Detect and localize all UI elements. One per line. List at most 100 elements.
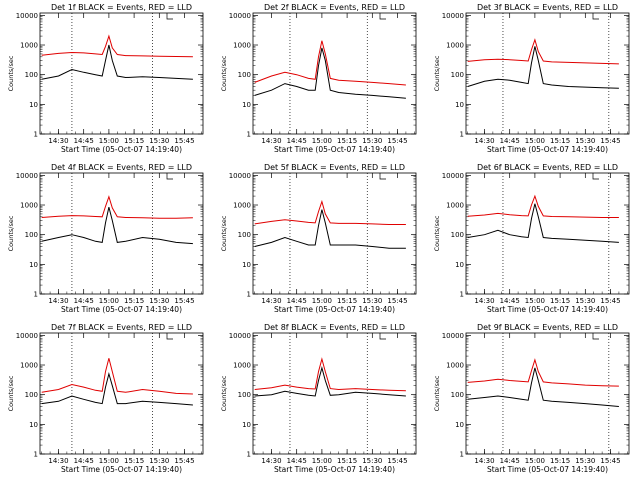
x-axis-label: Start Time (05-Oct-07 14:19:40) (487, 305, 608, 314)
y-tick-label: 100 (451, 231, 464, 239)
series-line (467, 358, 619, 387)
x-tick-label: 15:45 (387, 297, 407, 305)
y-tick-label: 10 (455, 261, 464, 269)
chart-title: Det 3f BLACK = Events, RED = LLD (477, 3, 618, 12)
y-tick-label: 10000 (442, 172, 464, 180)
series-line (41, 206, 193, 245)
x-tick-label: 14:30 (48, 137, 68, 145)
y-tick-label: 1000 (233, 362, 251, 370)
x-tick-label: 15:00 (99, 137, 119, 145)
y-tick-label: 1 (460, 131, 464, 139)
x-tick-label: 14:45 (287, 457, 307, 465)
y-tick-label: 10 (29, 101, 38, 109)
x-tick-label: 15:00 (312, 297, 332, 305)
x-tick-label: 15:00 (525, 297, 545, 305)
y-tick-label: 100 (238, 231, 251, 239)
y-axis-label: Counts/sec (220, 55, 228, 91)
chart-panel: Det 8f BLACK = Events, RED = LLD Counts/s… (220, 323, 417, 474)
y-tick-label: 100 (238, 71, 251, 79)
x-axis-label: Start Time (05-Oct-07 14:19:40) (274, 465, 395, 474)
x-tick-label: 15:15 (337, 457, 357, 465)
x-axis-label: Start Time (05-Oct-07 14:19:40) (274, 305, 395, 314)
y-tick-label: 100 (25, 231, 38, 239)
y-tick-label: 1 (247, 451, 251, 459)
y-tick-label: 1000 (20, 362, 38, 370)
y-tick-label: 1 (34, 131, 38, 139)
corner-marker (592, 173, 599, 180)
corner-marker (592, 13, 599, 20)
y-tick-label: 1000 (20, 202, 38, 210)
x-tick-label: 14:30 (261, 297, 281, 305)
x-tick-label: 15:30 (149, 137, 169, 145)
corner-marker (379, 13, 386, 20)
chart-title: Det 6f BLACK = Events, RED = LLD (477, 163, 618, 172)
x-tick-label: 14:45 (500, 297, 520, 305)
chart-panel: Det 4f BLACK = Events, RED = LLD Counts/s… (7, 163, 204, 314)
x-tick-label: 14:45 (287, 297, 307, 305)
corner-marker (379, 173, 386, 180)
x-tick-label: 15:00 (99, 297, 119, 305)
y-tick-label: 10 (29, 421, 38, 429)
chart-title: Det 1f BLACK = Events, RED = LLD (51, 3, 192, 12)
y-axis-label: Counts/sec (220, 375, 228, 411)
y-tick-label: 10000 (442, 332, 464, 340)
x-tick-label: 15:45 (387, 137, 407, 145)
x-tick-label: 15:00 (99, 457, 119, 465)
x-tick-label: 15:15 (124, 137, 144, 145)
y-tick-label: 100 (238, 391, 251, 399)
x-axis-label: Start Time (05-Oct-07 14:19:40) (61, 465, 182, 474)
plot-frame (39, 12, 204, 135)
x-tick-label: 14:45 (74, 137, 94, 145)
corner-marker (379, 333, 386, 340)
x-axis-label: Start Time (05-Oct-07 14:19:40) (61, 305, 182, 314)
x-tick-label: 14:30 (48, 297, 68, 305)
chart-panel: Det 1f BLACK = Events, RED = LLD Counts/s… (7, 3, 204, 154)
x-tick-label: 15:30 (149, 457, 169, 465)
x-tick-label: 14:30 (474, 137, 494, 145)
chart-title: Det 7f BLACK = Events, RED = LLD (51, 323, 192, 332)
y-tick-label: 10 (29, 261, 38, 269)
x-tick-label: 15:30 (362, 137, 382, 145)
y-tick-label: 1000 (446, 42, 464, 50)
y-tick-label: 1000 (446, 362, 464, 370)
x-tick-label: 15:45 (174, 297, 194, 305)
x-axis-label: Start Time (05-Oct-07 14:19:40) (487, 145, 608, 154)
y-tick-label: 10 (242, 261, 251, 269)
x-tick-label: 15:00 (525, 457, 545, 465)
y-tick-label: 10000 (229, 12, 251, 20)
y-tick-label: 1000 (446, 202, 464, 210)
y-tick-label: 10000 (16, 12, 38, 20)
y-tick-label: 1000 (233, 202, 251, 210)
chart-title: Det 4f BLACK = Events, RED = LLD (51, 163, 192, 172)
plot-frame (39, 172, 204, 295)
x-tick-label: 15:30 (362, 297, 382, 305)
x-tick-label: 15:45 (174, 457, 194, 465)
series-line (41, 372, 193, 406)
series-line (254, 199, 406, 225)
y-tick-label: 10000 (229, 332, 251, 340)
x-tick-label: 15:30 (575, 297, 595, 305)
x-tick-label: 14:45 (74, 297, 94, 305)
x-tick-label: 14:45 (74, 457, 94, 465)
x-tick-label: 15:00 (312, 457, 332, 465)
x-tick-label: 14:30 (261, 457, 281, 465)
y-axis-label: Counts/sec (433, 375, 441, 411)
x-tick-label: 15:00 (525, 137, 545, 145)
chart-panel: Det 6f BLACK = Events, RED = LLD Counts/s… (433, 163, 630, 314)
y-tick-label: 10 (242, 421, 251, 429)
x-tick-label: 15:15 (337, 297, 357, 305)
x-tick-label: 15:15 (550, 137, 570, 145)
y-tick-label: 10 (455, 421, 464, 429)
x-axis-label: Start Time (05-Oct-07 14:19:40) (274, 145, 395, 154)
chart-title: Det 9f BLACK = Events, RED = LLD (477, 323, 618, 332)
series-line (254, 357, 406, 392)
y-axis-label: Counts/sec (433, 215, 441, 251)
y-tick-label: 1 (247, 291, 251, 299)
x-tick-label: 14:30 (474, 297, 494, 305)
series-line (254, 40, 406, 86)
chart-title: Det 2f BLACK = Events, RED = LLD (264, 3, 405, 12)
plot-frame (465, 332, 630, 455)
x-axis-label: Start Time (05-Oct-07 14:19:40) (61, 145, 182, 154)
y-tick-label: 10000 (442, 12, 464, 20)
